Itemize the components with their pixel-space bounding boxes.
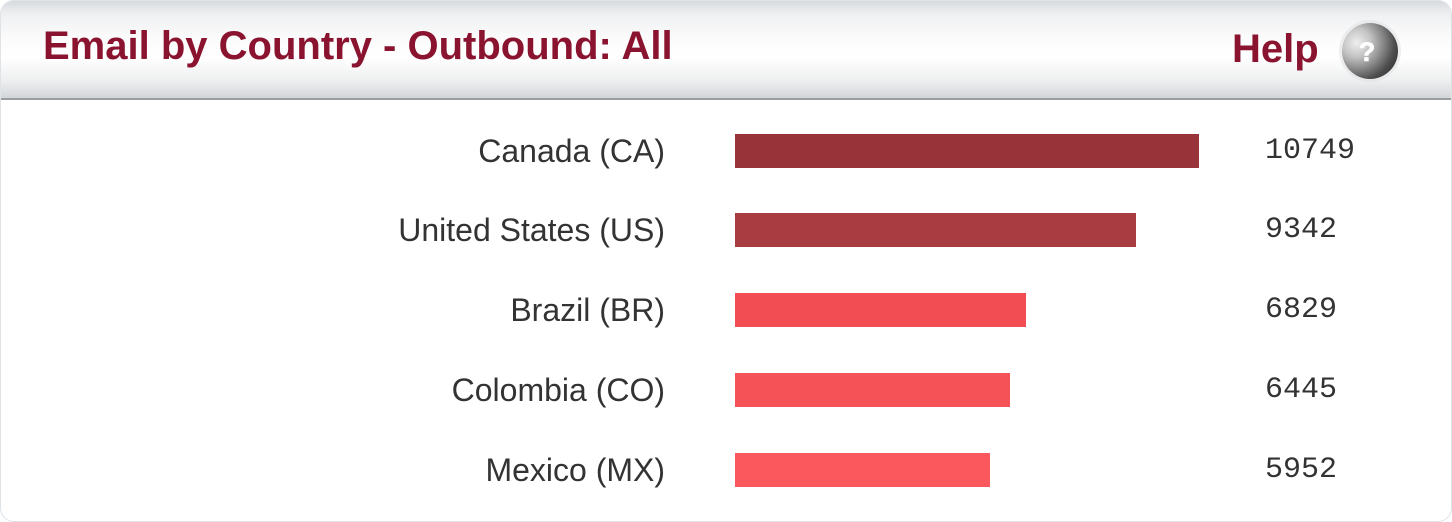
svg-text:?: ? [1359, 37, 1376, 67]
